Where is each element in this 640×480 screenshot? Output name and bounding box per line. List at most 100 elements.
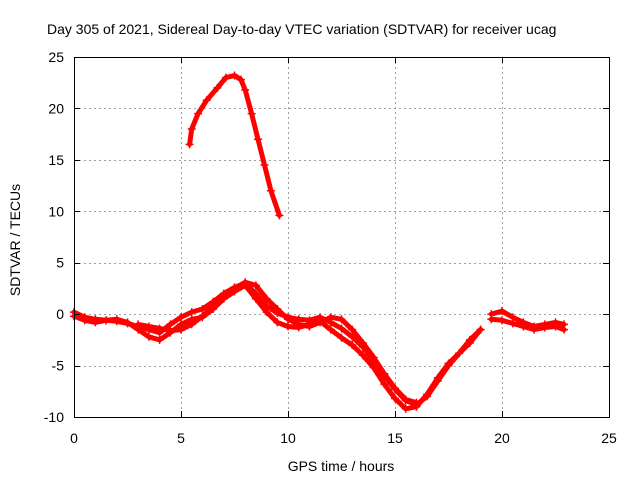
data-point bbox=[326, 325, 335, 334]
data-point bbox=[166, 326, 175, 335]
data-point bbox=[221, 73, 230, 82]
data-point bbox=[177, 313, 185, 322]
data-point bbox=[433, 373, 442, 382]
data-point bbox=[144, 322, 153, 331]
data-point bbox=[487, 315, 496, 324]
data-point bbox=[348, 341, 357, 349]
y-tick-label: -5 bbox=[52, 358, 65, 374]
grid bbox=[74, 57, 609, 417]
data-point bbox=[551, 322, 560, 331]
data-point bbox=[273, 305, 282, 313]
data-point bbox=[219, 291, 228, 300]
data-point bbox=[262, 308, 271, 317]
data-point bbox=[305, 322, 314, 331]
data-point bbox=[273, 318, 282, 327]
y-tick-label: 25 bbox=[48, 49, 64, 65]
data-point bbox=[241, 85, 250, 94]
data-point bbox=[401, 404, 410, 413]
data-point bbox=[155, 324, 164, 333]
x-axis: 0 5 10 15 20 25 bbox=[70, 57, 617, 446]
y-axis: -10 -5 0 5 10 15 20 25 bbox=[44, 49, 609, 425]
y-tick-label: 10 bbox=[48, 203, 64, 219]
data-point bbox=[284, 322, 292, 331]
data-point bbox=[185, 140, 194, 149]
data-point bbox=[262, 294, 271, 303]
data-point bbox=[444, 359, 453, 368]
series-arc-c bbox=[135, 279, 419, 406]
data-point bbox=[498, 307, 506, 316]
data-point bbox=[266, 186, 275, 195]
y-tick-label: -10 bbox=[44, 409, 64, 425]
y-tick-label: 5 bbox=[56, 255, 64, 271]
data-point bbox=[254, 135, 263, 144]
data-point bbox=[213, 83, 222, 92]
y-tick-label: 0 bbox=[56, 306, 64, 322]
data-point bbox=[198, 312, 207, 321]
data-point bbox=[112, 315, 121, 324]
data-point bbox=[498, 316, 506, 325]
data-point bbox=[230, 284, 239, 293]
data-point bbox=[187, 308, 196, 317]
data-point bbox=[380, 380, 389, 389]
x-tick-label: 10 bbox=[280, 430, 296, 446]
data-point bbox=[236, 75, 245, 84]
y-tick-label: 20 bbox=[48, 100, 64, 116]
data-point bbox=[455, 349, 464, 358]
data-point bbox=[369, 363, 378, 372]
data-point bbox=[348, 325, 357, 334]
data-point bbox=[260, 161, 269, 169]
data-point bbox=[326, 313, 335, 322]
x-axis-label: GPS time / hours bbox=[288, 458, 395, 474]
data-point bbox=[423, 390, 432, 399]
data-point bbox=[144, 332, 153, 341]
data-point bbox=[202, 96, 211, 105]
data-point bbox=[337, 324, 346, 333]
x-tick-label: 5 bbox=[177, 430, 185, 446]
data-point bbox=[194, 109, 203, 118]
data-point bbox=[241, 278, 250, 287]
data-point bbox=[560, 325, 569, 334]
data-point bbox=[540, 323, 549, 332]
data-point bbox=[177, 325, 185, 334]
plot-frame bbox=[74, 57, 610, 418]
data-point bbox=[391, 394, 399, 403]
data-point bbox=[337, 333, 346, 342]
data-point bbox=[412, 398, 421, 407]
data-point bbox=[247, 109, 256, 118]
y-tick-label: 15 bbox=[48, 152, 64, 168]
data-point bbox=[91, 318, 100, 327]
data-point bbox=[80, 316, 89, 325]
data-point bbox=[508, 319, 517, 328]
data-point bbox=[155, 335, 164, 344]
data-point bbox=[230, 71, 239, 80]
data-point bbox=[476, 325, 485, 334]
data-point bbox=[401, 395, 410, 404]
data-point bbox=[465, 335, 474, 344]
data-point bbox=[102, 316, 111, 325]
series-arc-b bbox=[71, 282, 484, 412]
data-point bbox=[284, 315, 292, 324]
data-point bbox=[337, 315, 346, 324]
data-point bbox=[187, 320, 196, 329]
data-point bbox=[530, 325, 539, 334]
data-point bbox=[187, 125, 196, 133]
data-point bbox=[134, 320, 143, 329]
data-series bbox=[70, 71, 569, 413]
data-point bbox=[275, 211, 284, 220]
data-point bbox=[316, 318, 325, 327]
data-point bbox=[123, 318, 132, 327]
y-axis-label: SDTVAR / TECUs bbox=[7, 184, 23, 296]
series-arc-a bbox=[71, 280, 484, 408]
data-point bbox=[391, 384, 399, 393]
x-tick-label: 15 bbox=[387, 430, 403, 446]
x-tick-label: 20 bbox=[494, 430, 510, 446]
x-tick-label: 25 bbox=[601, 430, 617, 446]
x-tick-label: 0 bbox=[70, 430, 78, 446]
data-point bbox=[358, 351, 367, 360]
data-point bbox=[251, 281, 260, 290]
data-point bbox=[358, 338, 367, 347]
data-point bbox=[251, 294, 260, 303]
data-point bbox=[380, 369, 389, 378]
data-point bbox=[519, 322, 528, 331]
